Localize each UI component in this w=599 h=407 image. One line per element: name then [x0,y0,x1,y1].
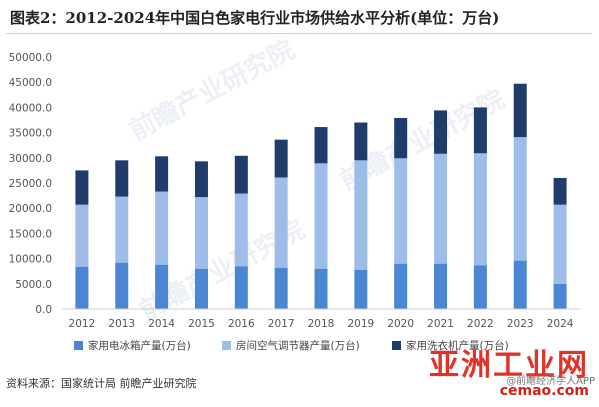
bar-segment-washer-2015 [194,268,208,309]
bar-segment-washer-2014 [155,264,169,309]
x-tick-label: 2018 [308,318,335,330]
bar-segment-washer-2022 [473,265,487,309]
bar-segment-washer-2018 [314,268,328,309]
x-tick-label: 2021 [427,318,454,330]
y-tick-label: 5000.0 [15,279,52,291]
site-watermark-url: cemao.com [499,383,589,399]
x-axis: 2012 2013 2014 2015 2016 2017 2018 2019 2020 2021… [62,308,580,330]
site-watermark-logo: 亚洲工业网 [429,348,589,383]
y-tick-label: 45000.0 [9,77,52,89]
app-watermark: @前瞻经济学人APP [506,376,595,387]
x-tick-label: 2013 [108,318,135,330]
x-tick-label: 2024 [547,318,574,330]
y-tick-label: 50000.0 [9,52,52,64]
bar-segment-ac-2015 [194,197,208,269]
chart-title: 图表2：2012-2024年中国白色家电行业市场供给水平分析(单位：万台) [10,9,500,27]
y-tick-label: 10000.0 [9,254,52,266]
legend-item-washer: 家用电冰箱产量(万台) [74,338,191,353]
bar-segment-fridge-2023 [513,83,527,138]
y-tick-label: 0.0 [35,304,52,316]
bar-segment-fridge-2022 [473,107,487,154]
bar-segment-ac-2014 [155,191,169,265]
legend-label-fridge: 家用洗衣机产量(万台) [406,340,509,352]
y-tick-label: 40000.0 [9,102,52,114]
x-tick-label: 2023 [507,318,534,330]
x-tick-label: 2020 [387,318,414,330]
bar-segment-fridge-2024 [553,177,567,205]
title-rule [6,33,592,34]
y-tick-label: 15000.0 [9,228,52,240]
bar-segment-washer-2017 [274,267,288,309]
x-tick-label: 2012 [69,318,96,330]
bar-segment-ac-2024 [553,204,567,284]
bar-segment-washer-2021 [434,263,448,309]
bar-segment-fridge-2015 [194,161,208,198]
bar-segment-ac-2020 [394,158,408,264]
bars [75,83,567,309]
bar-segment-ac-2017 [274,177,288,268]
bar-segment-fridge-2017 [274,139,288,178]
legend-swatch-fridge [392,341,401,350]
source-note: 资料来源：国家统计局 前瞻产业研究院 [6,377,197,390]
bar-segment-washer-2019 [354,269,368,309]
legend-label-washer: 家用电冰箱产量(万台) [88,340,191,352]
bar-segment-fridge-2013 [115,160,129,197]
legend-swatch-ac [222,341,231,350]
y-tick-label: 25000.0 [9,178,52,190]
x-tick-label: 2014 [148,318,175,330]
bar-segment-fridge-2019 [354,122,368,161]
y-tick-label: 20000.0 [9,203,52,215]
bar-segment-fridge-2018 [314,127,328,164]
y-axis: 0.0 5000.0 10000.0 15000.0 20000.0 25000.0 300… [9,52,52,316]
x-tick-label: 2019 [347,318,374,330]
stacked-bar-chart: 0.0 5000.0 10000.0 15000.0 20000.0 25000.0 300… [9,52,580,330]
bar-segment-fridge-2012 [75,170,89,205]
x-tick-label: 2022 [467,318,494,330]
legend-label-ac: 房间空气调节器产量(万台) [236,340,360,352]
bar-segment-washer-2012 [75,266,89,309]
bar-segment-washer-2023 [513,260,527,309]
bar-segment-fridge-2014 [155,156,169,192]
bar-segment-fridge-2016 [234,155,248,194]
legend: 家用电冰箱产量(万台) 房间空气调节器产量(万台) 家用洗衣机产量(万台) [0,338,599,358]
x-tick-label: 2016 [228,318,255,330]
legend-item-fridge: 家用洗衣机产量(万台) [392,338,509,353]
bar-segment-washer-2016 [234,266,248,309]
bar-segment-ac-2022 [473,153,487,266]
bar-segment-ac-2013 [115,196,129,263]
bar-segment-fridge-2021 [434,110,448,154]
x-tick-label: 2017 [268,318,295,330]
bar-segment-ac-2021 [434,153,448,264]
legend-item-ac: 房间空气调节器产量(万台) [222,338,360,353]
bar-segment-ac-2019 [354,160,368,270]
bar-segment-fridge-2020 [394,117,408,159]
bar-segment-washer-2024 [553,283,567,309]
bar-segment-ac-2016 [234,193,248,267]
x-tick-label: 2015 [188,318,215,330]
bar-segment-washer-2020 [394,263,408,309]
bar-segment-washer-2013 [115,262,129,309]
y-tick-label: 30000.0 [9,153,52,165]
bar-segment-ac-2012 [75,204,89,267]
legend-swatch-washer [74,341,83,350]
y-tick-label: 35000.0 [9,128,52,140]
bar-segment-ac-2018 [314,163,328,269]
bar-segment-ac-2023 [513,137,527,261]
